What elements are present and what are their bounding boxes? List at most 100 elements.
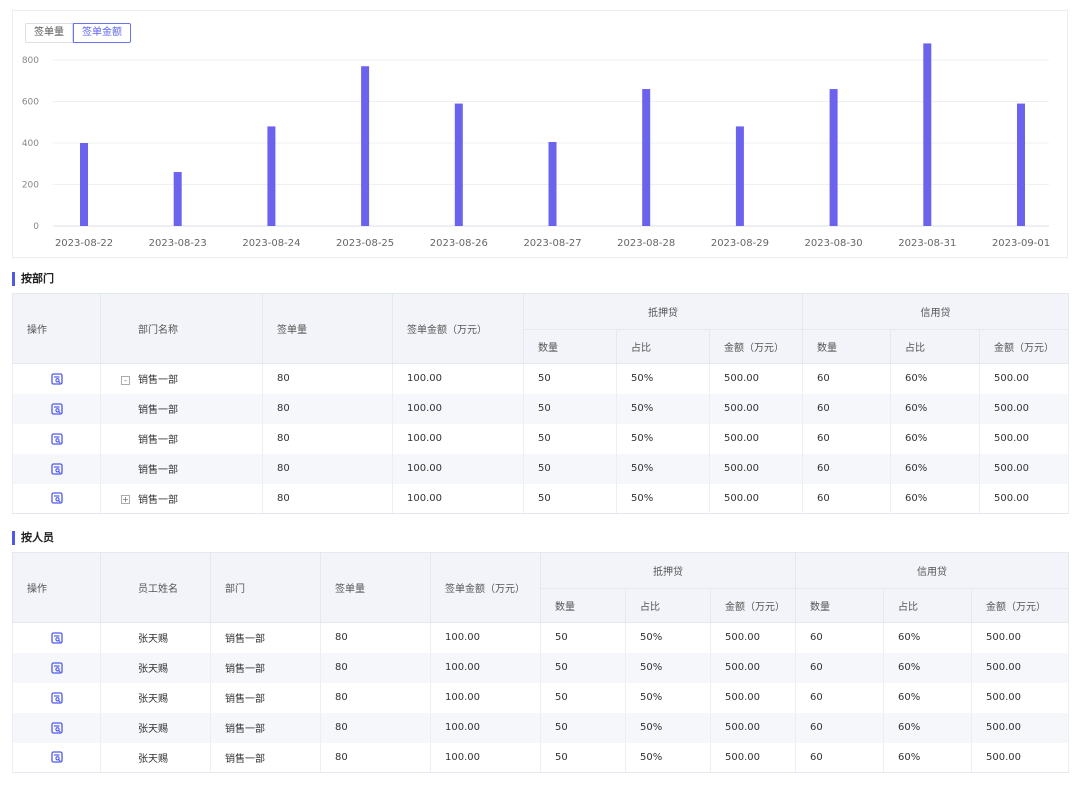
bar-2023-08-24[interactable]: [267, 126, 276, 226]
cell-c-ratio: 60%: [890, 393, 981, 424]
collapse-icon[interactable]: -: [121, 375, 130, 385]
bar-2023-08-28[interactable]: [642, 89, 651, 226]
cell-c-qty: 60: [802, 363, 892, 394]
cell-amount: 100.00: [392, 453, 524, 484]
tab-sign-count[interactable]: 签单量: [25, 23, 73, 43]
cell-m-qty: 50: [540, 682, 626, 713]
bar-2023-08-31[interactable]: [923, 43, 932, 227]
col-group-mortgage: 抵押贷: [522, 293, 804, 330]
col-header-op: 操作: [12, 293, 101, 364]
cell-dept: 销售一部: [210, 622, 321, 653]
view-report-icon[interactable]: [50, 462, 63, 475]
cell-amount: 100.00: [430, 682, 541, 713]
bar-2023-08-29[interactable]: [735, 126, 744, 226]
col-header-mortgage-amt: 金额（万元）: [709, 588, 797, 623]
expand-icon[interactable]: +: [121, 495, 130, 505]
cell-amount: 100.00: [392, 483, 524, 514]
op-cell: [12, 742, 101, 773]
cell-m-amt: 500.00: [709, 652, 797, 683]
cell-m-amt: 500.00: [708, 393, 804, 424]
staff-name-cell: 张天赐: [100, 742, 211, 773]
cell-m-amt: 500.00: [708, 483, 804, 514]
col-header-mortgage-ratio: 占比: [616, 329, 710, 364]
cell-m-ratio: 50%: [625, 652, 711, 683]
cell-amount: 100.00: [430, 622, 541, 653]
col-header-amount: 签单金额（万元）: [392, 293, 524, 364]
cell-c-amt: 500.00: [979, 393, 1070, 424]
bar-2023-08-25[interactable]: [361, 66, 370, 226]
cell-m-amt: 500.00: [709, 622, 797, 653]
x-tick-label: 2023-08-28: [617, 238, 675, 249]
cell-c-qty: 60: [802, 393, 892, 424]
tab-sign-amount[interactable]: 签单金额: [73, 23, 131, 43]
cell-count: 80: [320, 622, 431, 653]
cell-c-qty: 60: [802, 423, 892, 454]
table-row: 张天赐 销售一部 80 100.00 50 50% 500.00 60 60% 500.00: [12, 712, 1070, 743]
col-header-credit-ratio: 占比: [883, 588, 973, 623]
dept-name: 销售一部: [138, 435, 178, 446]
col-header-mortgage-amt: 金额（万元）: [708, 329, 804, 364]
view-report-icon[interactable]: [50, 661, 63, 674]
cell-c-ratio: 60%: [890, 483, 981, 514]
bar-2023-08-26[interactable]: [454, 103, 463, 226]
view-report-icon[interactable]: [50, 751, 63, 763]
cell-c-amt: 500.00: [979, 453, 1070, 484]
bar-2023-08-27[interactable]: [548, 141, 557, 226]
metric-toggle: 签单量 签单金额: [25, 23, 131, 43]
view-report-icon[interactable]: [50, 492, 63, 504]
staff-name-cell: 张天赐: [100, 652, 211, 683]
op-cell: [12, 622, 101, 653]
cell-amount: 100.00: [430, 712, 541, 743]
dept-name-cell: + 销售一部: [100, 483, 263, 514]
bar-2023-08-22[interactable]: [80, 143, 88, 226]
x-tick-label: 2023-08-29: [711, 238, 769, 249]
y-tick-label: 600: [22, 98, 39, 108]
col-header-credit-qty: 数量: [802, 329, 892, 364]
chart-card: 0 200 400 600 800 2023-08-22 2023-08-23 2023-08…: [12, 10, 1068, 258]
table-row: 张天赐 销售一部 80 100.00 50 50% 500.00 60 60% 500.00: [12, 622, 1070, 653]
dept-name: 销售一部: [138, 405, 178, 416]
view-report-icon[interactable]: [50, 691, 63, 704]
cell-c-qty: 60: [795, 622, 885, 653]
cell-m-qty: 50: [540, 622, 626, 653]
cell-c-ratio: 60%: [883, 652, 973, 683]
dept-name-cell: 销售一部: [100, 393, 263, 424]
y-tick-label: 800: [22, 56, 39, 66]
cell-c-ratio: 60%: [883, 622, 973, 653]
bar-2023-08-30[interactable]: [829, 89, 838, 226]
table-row: - 销售一部 80 100.00 50 50% 500.00 60 60% 500.00: [12, 363, 1070, 394]
cell-c-amt: 500.00: [971, 712, 1070, 743]
cell-c-amt: 500.00: [971, 682, 1070, 713]
staff-section-title: 按人员: [12, 530, 54, 546]
cell-m-ratio: 50%: [625, 712, 711, 743]
op-cell: [12, 453, 101, 484]
view-report-icon[interactable]: [50, 432, 63, 445]
cell-c-ratio: 60%: [890, 423, 981, 454]
y-tick-label: 200: [22, 181, 39, 191]
cell-c-amt: 500.00: [979, 483, 1070, 514]
x-tick-label: 2023-08-24: [242, 238, 300, 249]
view-report-icon[interactable]: [50, 721, 63, 734]
view-report-icon[interactable]: [50, 373, 63, 385]
cell-c-qty: 60: [802, 453, 892, 484]
view-report-icon[interactable]: [50, 632, 63, 644]
op-cell: [12, 682, 101, 713]
x-tick-label: 2023-09-01: [992, 238, 1050, 249]
x-tick-label: 2023-08-31: [898, 238, 956, 249]
view-report-icon[interactable]: [50, 402, 63, 415]
op-cell: [12, 363, 101, 394]
dept-section-title: 按部门: [12, 271, 54, 287]
cell-amount: 100.00: [392, 393, 524, 424]
y-tick-label: 0: [33, 222, 39, 232]
dept-name-cell: - 销售一部: [100, 363, 263, 394]
y-tick-label: 400: [22, 139, 39, 149]
cell-m-qty: 50: [523, 423, 617, 454]
bar-2023-09-01[interactable]: [1017, 103, 1025, 226]
cell-m-ratio: 50%: [625, 682, 711, 713]
col-header-mortgage-ratio: 占比: [625, 588, 711, 623]
cell-m-ratio: 50%: [616, 363, 710, 394]
op-cell: [12, 712, 101, 743]
dept-name: 销售一部: [138, 494, 178, 506]
bar-2023-08-23[interactable]: [173, 172, 182, 226]
cell-count: 80: [262, 363, 393, 394]
